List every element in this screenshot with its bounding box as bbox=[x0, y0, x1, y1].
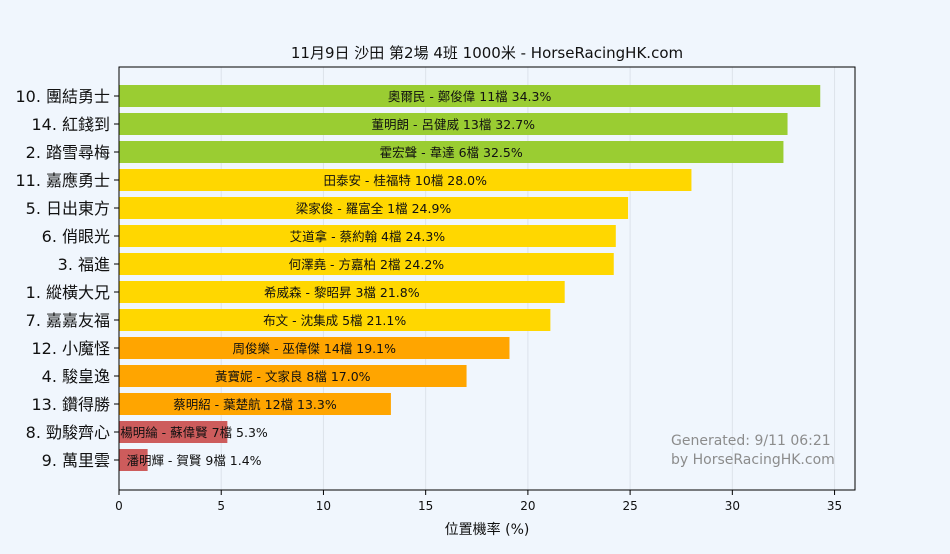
bar bbox=[119, 393, 391, 415]
y-tick-label: 10. 團結勇士 bbox=[15, 87, 110, 106]
bar bbox=[119, 169, 692, 191]
source-annotation: by HorseRacingHK.com bbox=[671, 452, 835, 468]
y-tick-label: 14. 紅錢到 bbox=[31, 115, 110, 134]
x-tick-label: 5 bbox=[217, 499, 225, 513]
data-label: 董明朗 - 呂健威 13檔 32.7% bbox=[372, 117, 536, 132]
bar bbox=[119, 449, 148, 471]
bar bbox=[119, 365, 467, 387]
data-label: 霍宏聲 - 韋達 6檔 32.5% bbox=[380, 145, 523, 160]
data-label: 艾道拿 - 蔡約翰 4檔 24.3% bbox=[290, 229, 446, 244]
y-tick-label: 8. 勁駿齊心 bbox=[26, 423, 110, 442]
x-tick-label: 35 bbox=[827, 499, 842, 513]
y-tick-label: 4. 駿皇逸 bbox=[42, 367, 110, 386]
bar bbox=[119, 141, 784, 163]
bar bbox=[119, 421, 228, 443]
data-label: 布文 - 沈集成 5檔 21.1% bbox=[263, 313, 406, 328]
y-tick-label: 11. 嘉應勇士 bbox=[15, 171, 110, 190]
y-tick-label: 6. 俏眼光 bbox=[42, 227, 110, 246]
y-tick-label: 5. 日出東方 bbox=[26, 199, 110, 218]
plot-frame bbox=[118, 66, 856, 491]
data-label: 奧爾民 - 鄭俊偉 11檔 34.3% bbox=[388, 89, 552, 104]
y-tick-label: 13. 鑽得勝 bbox=[31, 395, 110, 414]
y-tick-label: 7. 嘉嘉友福 bbox=[26, 311, 110, 330]
x-tick-label: 15 bbox=[418, 499, 433, 513]
data-label: 周俊樂 - 巫偉傑 14檔 19.1% bbox=[232, 341, 396, 356]
bar bbox=[119, 225, 616, 247]
bar bbox=[119, 281, 565, 303]
x-tick-label: 30 bbox=[725, 499, 740, 513]
data-label: 蔡明紹 - 葉楚航 12檔 13.3% bbox=[173, 397, 337, 412]
bar bbox=[119, 113, 788, 135]
data-label: 梁家俊 - 羅富全 1檔 24.9% bbox=[296, 201, 452, 216]
bar bbox=[119, 337, 510, 359]
bar bbox=[119, 309, 551, 331]
chart-title: 11月9日 沙田 第2場 4班 1000米 - HorseRacingHK.co… bbox=[291, 44, 683, 62]
y-axis: 10. 團結勇士 14. 紅錢到 2. 踏雪尋梅 11. 嘉應勇士 5. 日出東方 6. … bbox=[15, 87, 119, 470]
y-tick-label: 2. 踏雪尋梅 bbox=[26, 143, 110, 162]
bars bbox=[119, 85, 821, 471]
x-axis-label: 位置機率 (%) bbox=[445, 521, 530, 538]
generated-annotation: Generated: 9/11 06:21 bbox=[671, 433, 831, 449]
y-tick-label: 12. 小魔怪 bbox=[31, 339, 110, 358]
bar bbox=[119, 197, 629, 219]
x-tick-label: 20 bbox=[520, 499, 535, 513]
y-tick-label: 3. 福進 bbox=[58, 255, 110, 274]
data-label: 希威森 - 黎昭昇 3檔 21.8% bbox=[264, 285, 420, 300]
data-label: 田泰安 - 桂福特 10檔 28.0% bbox=[323, 173, 487, 188]
y-tick-label: 1. 縱橫大兄 bbox=[26, 283, 110, 302]
x-tick-label: 0 bbox=[115, 499, 123, 513]
bar bbox=[119, 253, 614, 275]
x-tick-label: 10 bbox=[316, 499, 331, 513]
data-labels: 奧爾民 - 鄭俊偉 11檔 34.3% 董明朗 - 呂健威 13檔 32.7% 霍宏… bbox=[120, 89, 551, 468]
x-tick-label: 25 bbox=[622, 499, 637, 513]
data-label: 潘明輝 - 賀賢 9檔 1.4% bbox=[126, 453, 261, 468]
data-label: 楊明綸 - 蘇偉賢 7檔 5.3% bbox=[120, 425, 268, 440]
bar bbox=[119, 85, 821, 107]
y-tick-label: 9. 萬里雲 bbox=[42, 451, 110, 470]
x-axis: 0 5 10 15 20 25 30 35 bbox=[115, 490, 842, 513]
data-label: 何澤堯 - 方嘉柏 2檔 24.2% bbox=[289, 257, 445, 272]
data-label: 黃寶妮 - 文家良 8檔 17.0% bbox=[215, 369, 371, 384]
